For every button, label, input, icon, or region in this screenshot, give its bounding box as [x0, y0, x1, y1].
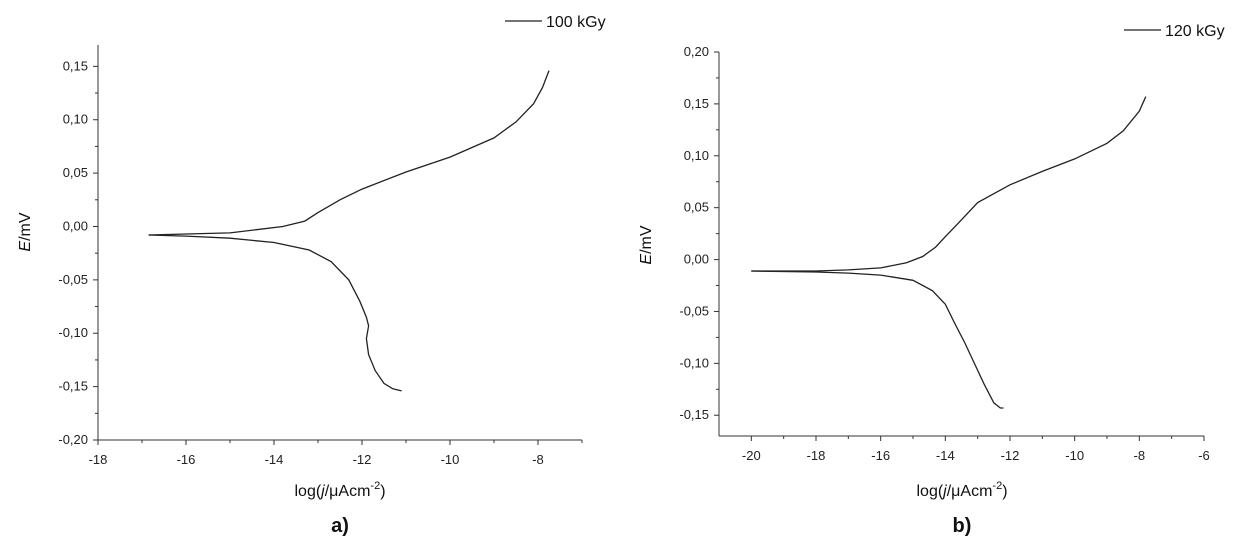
y-axis-title-b: E/mV: [638, 225, 655, 264]
y-tick-label: 0,00: [63, 218, 88, 233]
x-tick-label: -14: [936, 448, 955, 463]
y-tick-label: -0,10: [58, 325, 88, 340]
x-tick-label: -8: [532, 452, 544, 467]
x-axis-title-a: log(j/μAcm-2): [294, 480, 385, 500]
y-tick-label: -0,05: [58, 272, 88, 287]
x-axis-title-b: log(j/μAcm-2): [916, 480, 1007, 500]
y-tick-label: 0,05: [684, 200, 709, 215]
axes-b: -0,15 -0,10 -0,05 0,00 0,05 0,10 0,15 0,20 -20 -1…: [679, 44, 1209, 463]
anodic-branch-a: [148, 70, 550, 236]
legend-label-b: 120 kGy: [1165, 23, 1225, 40]
cathodic-branch-b: [751, 270, 1004, 409]
y-tick-label: -0,10: [679, 355, 709, 370]
x-tick-label: -10: [441, 452, 460, 467]
chart-panel-a: -0,20 -0,15 -0,10 -0,05 0,00 0,05 0,10 0,15 -18 -…: [17, 14, 606, 537]
legend-a: 100 kGy: [505, 14, 606, 31]
panel-label-b: b): [953, 515, 972, 537]
chart-panel-b: -0,15 -0,10 -0,05 0,00 0,05 0,10 0,15 0,20 -20 -1…: [638, 23, 1225, 537]
axes-a: -0,20 -0,15 -0,10 -0,05 0,00 0,05 0,10 0,15 -18 -…: [58, 45, 583, 467]
x-tick-label: -6: [1198, 448, 1210, 463]
y-tick-label: -0,15: [679, 407, 709, 422]
y-tick-label: -0,15: [58, 379, 88, 394]
y-tick-label: 0,15: [684, 96, 709, 111]
y-tick-label: -0,20: [58, 432, 88, 447]
anodic-branch-b: [751, 96, 1147, 272]
x-tick-label: -12: [353, 452, 372, 467]
x-tick-label: -10: [1065, 448, 1084, 463]
x-tick-label: -14: [265, 452, 284, 467]
x-tick-label: -8: [1134, 448, 1146, 463]
y-tick-label: -0,05: [679, 303, 709, 318]
y-tick-label: 0,10: [63, 112, 88, 127]
cathodic-branch-a: [148, 234, 402, 392]
x-tick-label: -16: [871, 448, 890, 463]
y-tick-label: 0,20: [684, 44, 709, 59]
curves-b: [751, 96, 1147, 409]
x-tick-label: -12: [1001, 448, 1020, 463]
y-tick-label: 0,10: [684, 148, 709, 163]
y-tick-label: 0,15: [63, 58, 88, 73]
x-tick-label: -18: [807, 448, 826, 463]
y-tick-label: 0,00: [684, 252, 709, 267]
curves-a: [148, 70, 550, 392]
x-tick-label: -20: [742, 448, 761, 463]
x-tick-label: -16: [177, 452, 196, 467]
x-tick-label: -18: [89, 452, 108, 467]
y-axis-title-a: E/mV: [17, 212, 34, 251]
legend-label-a: 100 kGy: [546, 14, 606, 31]
legend-b: 120 kGy: [1124, 23, 1225, 40]
panel-label-a: a): [331, 515, 349, 537]
y-tick-label: 0,05: [63, 165, 88, 180]
